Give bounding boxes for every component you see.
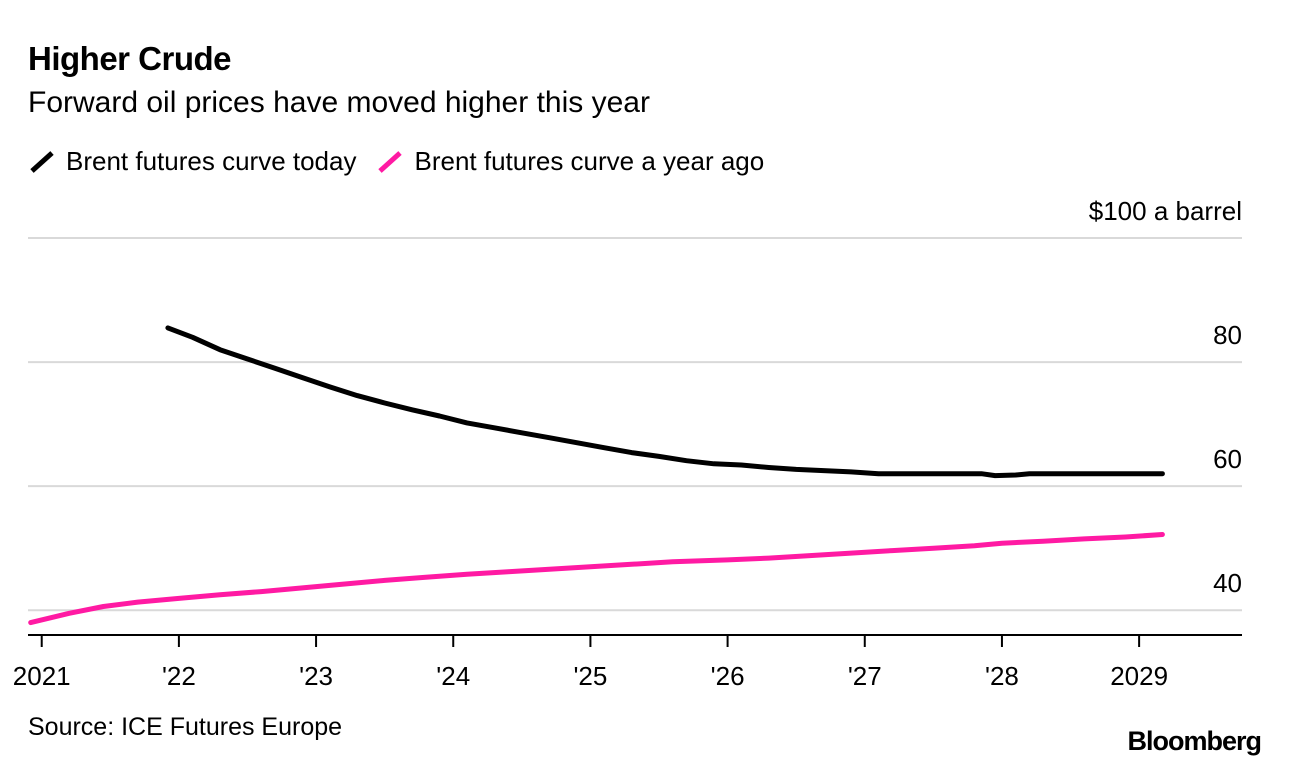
x-tick-label-2029: 2029 [1110, 661, 1168, 691]
series-line-today [165, 325, 1165, 479]
legend-item-today: Brent futures curve today [28, 146, 356, 177]
x-tick-label-2026: '26 [711, 661, 745, 691]
legend-swatch-year-ago [378, 150, 403, 173]
x-tick-label-2021: 2021 [13, 661, 71, 691]
y-tick-label-60: 60 [1213, 444, 1242, 474]
legend-swatch-today [30, 150, 54, 173]
source-note: Source: ICE Futures Europe [28, 713, 343, 741]
y-tick-label-80: 80 [1213, 320, 1242, 350]
x-tick-label-2024: '24 [436, 661, 470, 691]
x-tick-label-2023: '23 [299, 661, 333, 691]
x-tick-label-2025: '25 [573, 661, 607, 691]
legend-item-year-ago: Brent futures curve a year ago [376, 146, 764, 177]
chart-title: Higher Crude [28, 40, 232, 77]
series-line-year-ago [28, 532, 1165, 626]
legend-label-year-ago: Brent futures curve a year ago [414, 146, 765, 176]
x-tick-label-2022: '22 [162, 661, 196, 691]
x-tick-label-2027: '27 [848, 661, 882, 691]
y-tick-label-100: $100 a barrel [1089, 196, 1242, 226]
chart-subtitle: Forward oil prices have moved higher thi… [28, 86, 650, 119]
legend: Brent futures curve today Brent futures … [28, 146, 784, 177]
x-tick-label-2028: '28 [985, 661, 1019, 691]
y-tick-label-40: 40 [1213, 568, 1242, 598]
bloomberg-logo: Bloomberg [1127, 726, 1262, 756]
legend-label-today: Brent futures curve today [66, 146, 357, 176]
